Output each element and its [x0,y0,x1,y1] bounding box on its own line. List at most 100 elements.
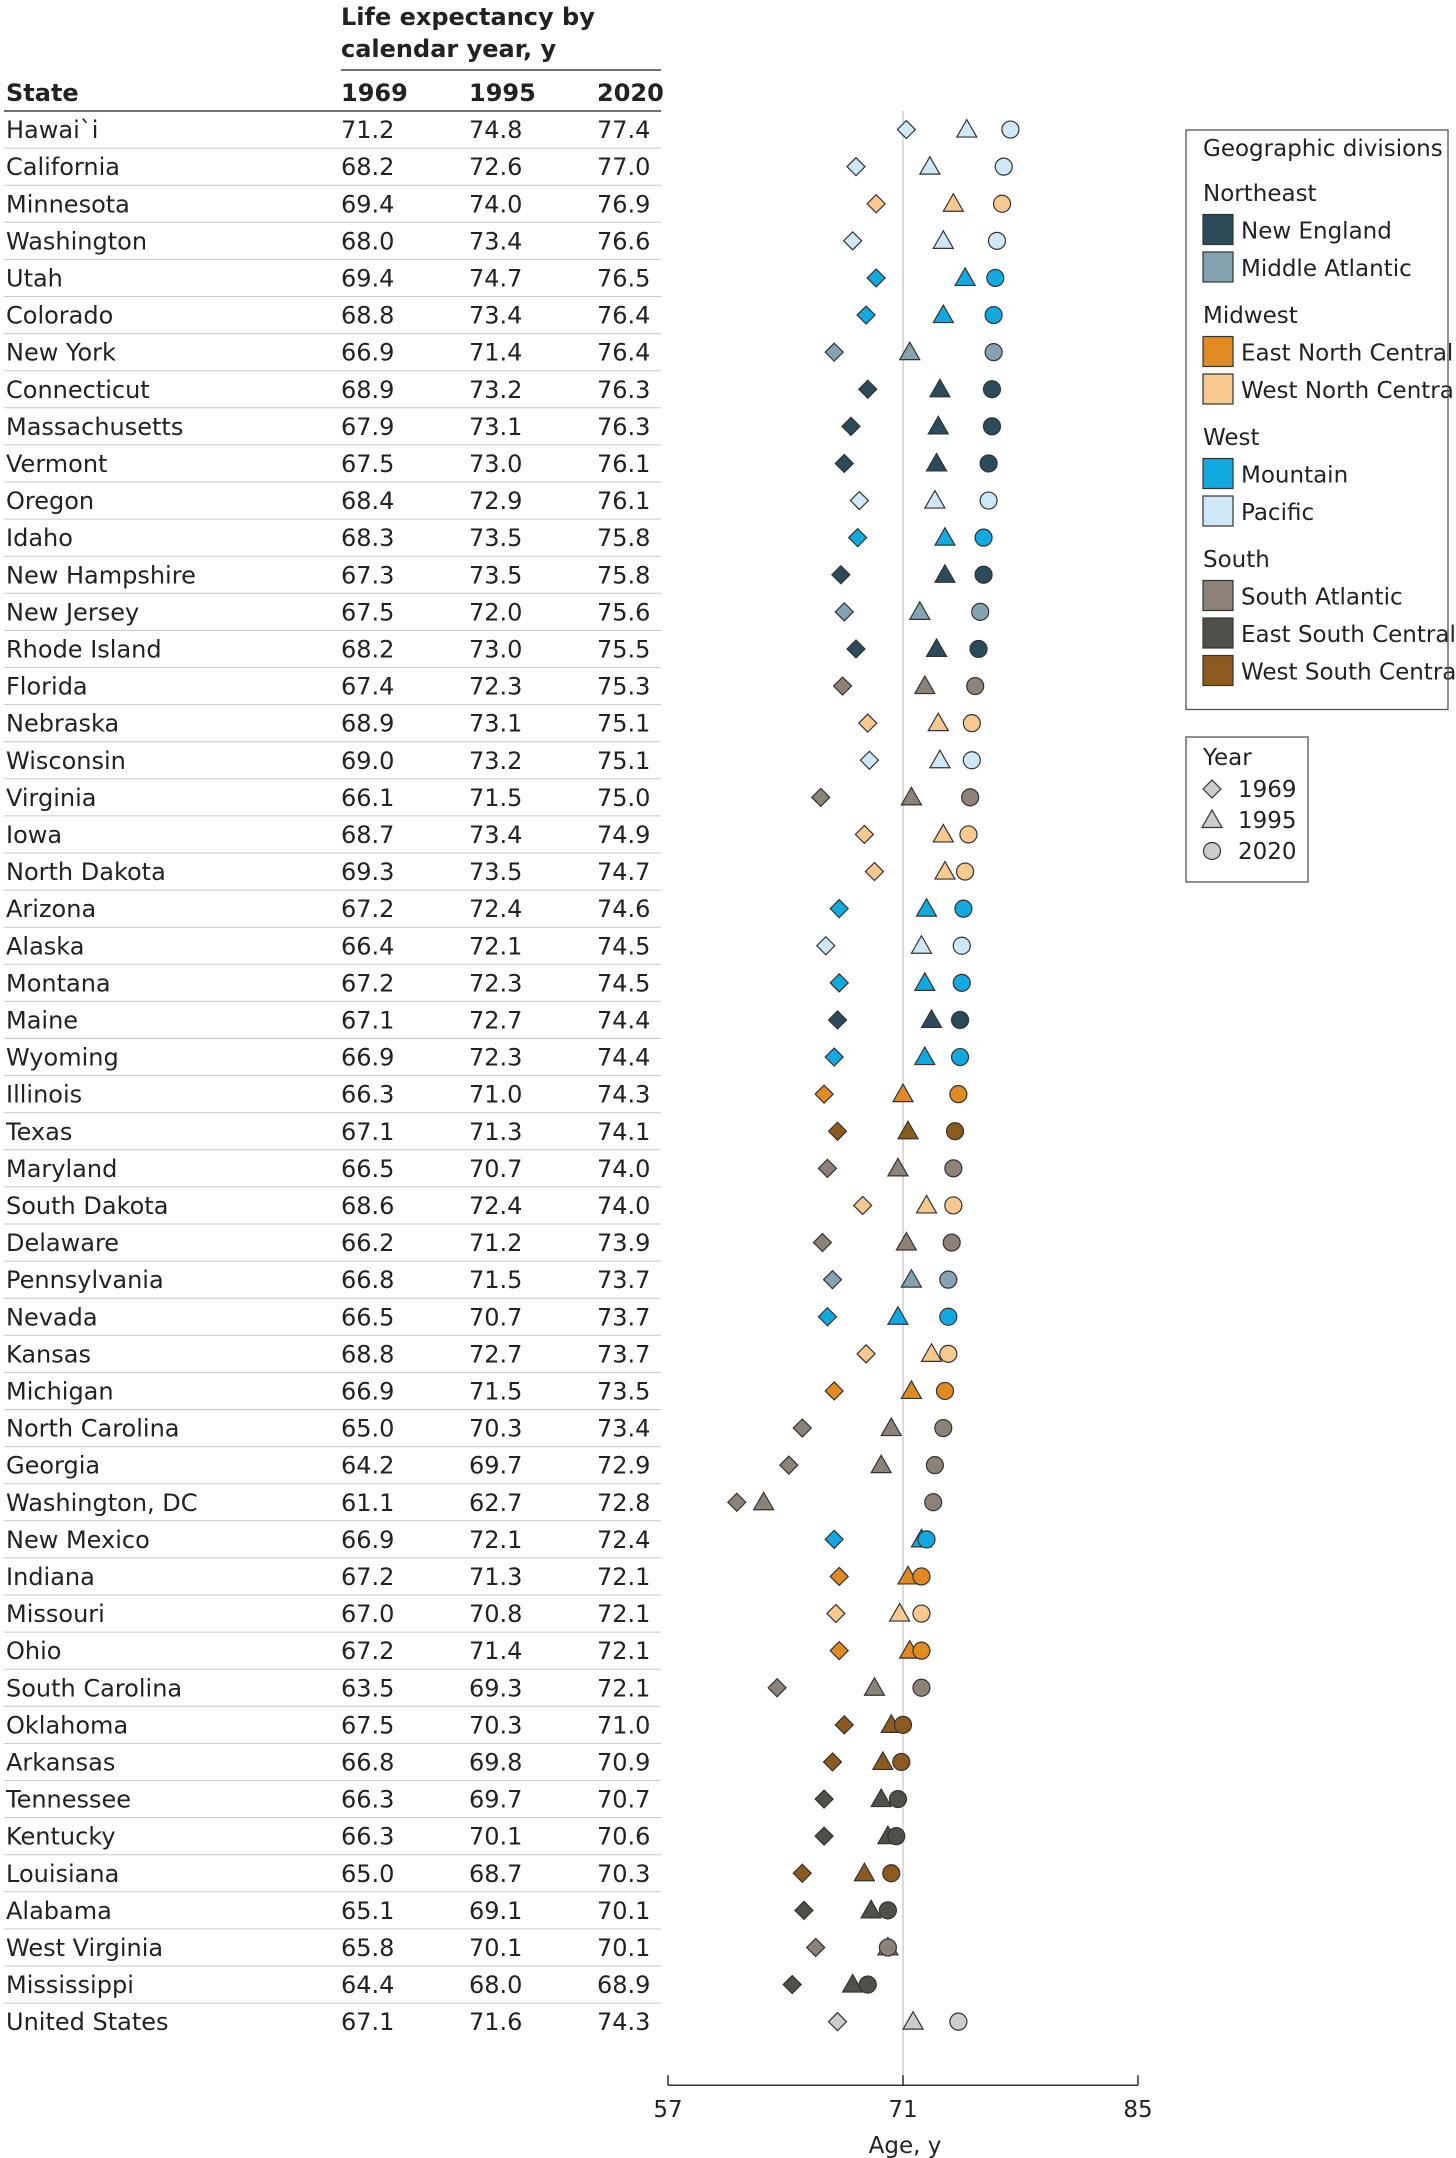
point-2020 [924,1493,943,1512]
row-value-1969: 67.2 [341,1563,394,1591]
point-1969 [782,1974,803,1995]
row-state-label: Georgia [6,1452,100,1480]
point-2020 [950,1010,970,1030]
legend-swatch [1202,654,1234,687]
point-1995 [891,1082,915,1103]
row-value-1995: 70.7 [469,1155,522,1183]
legend-swatch [1202,335,1234,368]
point-1969 [827,2011,848,2032]
point-1969 [779,1455,799,1475]
row-state-label: South Carolina [6,1674,182,1702]
year-legend-marker [1202,779,1222,799]
row-value-2020: 74.9 [597,821,650,849]
point-1969 [847,527,868,548]
row-value-1995: 73.2 [469,376,522,404]
row-value-2020: 75.1 [597,747,650,775]
year-legend-label: 1969 [1238,777,1297,803]
row-value-1995: 71.6 [469,2008,522,2036]
row-state-label: Vermont [6,450,107,478]
row-value-2020: 72.1 [597,1563,650,1591]
point-2020 [887,1827,906,1846]
row-value-2020: 77.0 [597,153,650,181]
row-value-2020: 76.4 [597,302,650,330]
row-value-2020: 74.5 [597,932,650,960]
point-1969 [814,1084,834,1104]
point-1995 [853,1862,876,1882]
row-value-2020: 70.6 [597,1823,650,1851]
row-value-1969: 66.5 [341,1155,394,1183]
point-1969 [814,1826,834,1846]
point-2020 [950,1047,970,1067]
point-1995 [920,1342,943,1362]
point-2020 [949,2012,968,2031]
point-1995 [895,1231,918,1251]
legend-group-title: South [1203,547,1270,573]
row-state-label: Wyoming [6,1044,119,1072]
row-value-2020: 76.4 [597,339,650,367]
row-value-1995: 72.3 [469,1044,522,1072]
point-2020 [912,1641,931,1660]
row-value-1995: 72.9 [469,487,522,515]
row-value-2020: 73.5 [597,1377,650,1405]
row-state-label: Pennsylvania [6,1266,164,1294]
point-1995 [871,1750,894,1771]
row-value-2020: 74.4 [597,1006,650,1034]
point-1969 [812,1232,833,1253]
row-value-1969: 66.3 [341,1823,394,1851]
row-value-1995: 62.7 [469,1489,522,1517]
row-state-label: Alabama [6,1897,112,1925]
row-value-1995: 72.6 [469,153,522,181]
row-value-1995: 71.3 [469,1118,522,1146]
row-value-1995: 71.2 [469,1229,522,1257]
point-1995 [932,303,955,324]
legend-item-label: East North Central [1241,341,1453,367]
point-1969 [866,193,886,214]
point-1995 [933,860,956,880]
point-2020 [979,454,998,473]
row-value-1995: 72.1 [469,932,522,960]
point-1969 [849,490,870,511]
row-value-1969: 65.8 [341,1934,394,1962]
point-2020 [949,1085,968,1104]
point-1969 [822,1269,843,1290]
legend-group-title: West [1203,425,1260,451]
row-value-2020: 74.6 [597,895,650,923]
row-value-1969: 67.2 [341,969,394,997]
year-legend-box [1185,736,1309,883]
point-1995 [888,1602,911,1622]
point-1995 [920,1008,943,1029]
row-value-1995: 73.1 [469,710,522,738]
row-value-2020: 74.7 [597,858,650,886]
row-state-label: Idaho [6,524,73,552]
row-state-label: Connecticut [6,376,150,404]
row-state-label: Missouri [6,1600,105,1628]
row-value-1995: 73.4 [469,227,522,255]
point-1969 [794,1900,814,1921]
row-value-1969: 66.9 [341,1377,394,1405]
row-state-label: Maryland [6,1155,117,1183]
row-value-2020: 73.9 [597,1229,650,1257]
legend-swatch [1202,617,1234,649]
point-2020 [984,343,1003,362]
legend-item-label: West South Central [1241,660,1456,686]
row-value-1995: 73.4 [469,302,522,330]
row-value-2020: 76.3 [597,376,650,404]
point-1969 [842,231,863,251]
row-state-label: Nebraska [6,710,119,738]
point-2020 [979,491,998,510]
point-1995 [900,786,923,806]
point-1969 [856,1344,876,1364]
point-2020 [925,1456,944,1475]
row-state-label: Washington, DC [6,1489,198,1517]
row-value-1969: 66.5 [341,1303,394,1331]
row-state-label: Tennessee [5,1786,131,1814]
row-value-1995: 69.8 [469,1748,522,1776]
point-2020 [966,676,985,696]
point-1995 [897,1120,920,1140]
row-value-1969: 67.3 [341,561,394,589]
point-2020 [939,1270,958,1289]
point-2020 [962,751,981,770]
row-state-label: Wisconsin [6,747,126,775]
point-1969 [846,156,866,177]
point-1995 [913,674,936,695]
